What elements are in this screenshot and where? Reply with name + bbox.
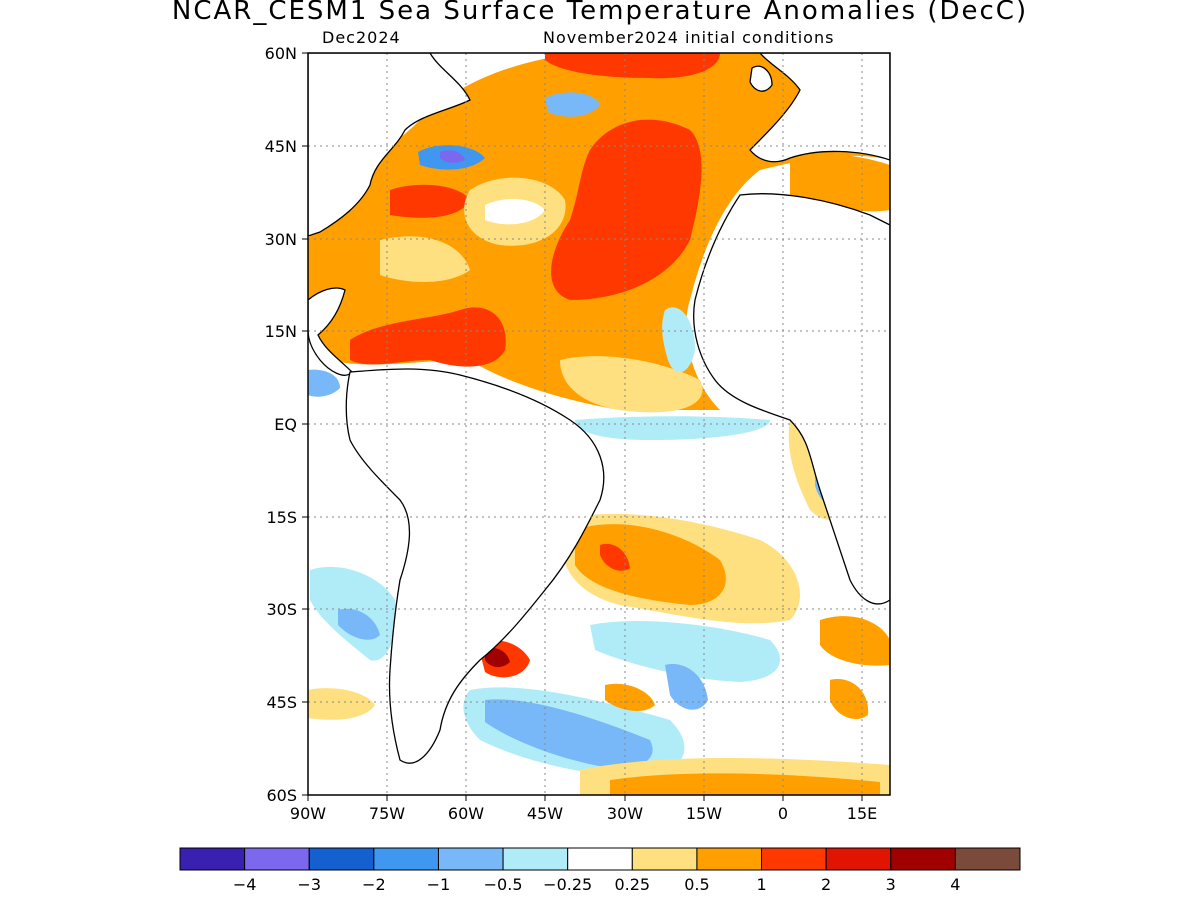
gridlines (308, 53, 890, 795)
lon-tick-label: 15E (847, 804, 877, 823)
colorbar-swatch (631, 847, 698, 871)
anomaly-region (610, 773, 880, 795)
anomaly-region (485, 699, 653, 769)
colorbar (179, 847, 1021, 871)
lat-tick-marks (302, 52, 308, 796)
anomaly-region (545, 53, 720, 79)
colorbar-label: −0.25 (543, 875, 592, 894)
africa-land (693, 193, 890, 605)
lon-tick-label: 45W (527, 804, 563, 823)
colorbar-labels: −4 −3 −2 −1 −0.5 −0.25 0.25 0.5 1 2 3 4 (233, 875, 961, 894)
lon-tick-label: 15W (686, 804, 722, 823)
anomaly-region (485, 198, 545, 225)
anomaly-region (590, 620, 780, 682)
colorbar-swatch (761, 847, 827, 871)
colorbar-label: 3 (886, 875, 896, 894)
lat-tick-label: 15S (266, 508, 297, 527)
lat-tick-labels: 60N 45N 30N 15N EQ 15S 30S 45S 60S (265, 44, 297, 805)
lat-tick-label: 60N (265, 44, 297, 63)
colorbar-swatch (437, 847, 504, 871)
colorbar-label: 0.25 (614, 875, 650, 894)
lon-tick-marks (307, 795, 863, 801)
colorbar-label: −3 (297, 875, 321, 894)
colorbar-swatch (244, 847, 310, 871)
colorbar-label: 4 (950, 875, 960, 894)
coastlines (308, 53, 890, 764)
lon-tick-label: 90W (290, 804, 326, 823)
lat-tick-label: 45N (265, 137, 297, 156)
target-month-label: Dec2024 (322, 28, 401, 47)
lat-tick-label: 15N (265, 322, 297, 341)
anomaly-region (545, 92, 600, 117)
lon-tick-label: 0 (778, 804, 788, 823)
anomaly-region (308, 369, 340, 397)
lat-tick-label: 30N (265, 230, 297, 249)
lon-tick-label: 30W (607, 804, 643, 823)
colorbar-label: 0.5 (684, 875, 709, 894)
anomaly-region (790, 154, 890, 212)
anomaly-region (560, 356, 703, 413)
colorbar-swatch (567, 847, 633, 871)
colorbar-swatch (696, 847, 763, 871)
north-america-land (308, 53, 471, 237)
colorbar-swatch (373, 847, 439, 871)
lon-tick-label: 60W (448, 804, 484, 823)
colorbar-swatch (825, 847, 892, 871)
anomaly-region (665, 664, 708, 710)
init-conditions-label: November2024 initial conditions (543, 28, 835, 47)
colorbar-swatch (890, 847, 956, 871)
colorbar-label: −2 (362, 875, 386, 894)
anomaly-region (575, 416, 770, 440)
colorbar-swatch (308, 847, 375, 871)
colorbar-label: 1 (756, 875, 766, 894)
colorbar-label: −1 (427, 875, 451, 894)
anomaly-region (600, 543, 630, 571)
anomaly-region (380, 236, 470, 282)
anomaly-region (605, 683, 655, 712)
colorbar-swatch (179, 847, 246, 871)
anomaly-region (308, 688, 375, 720)
anomaly-region (350, 307, 506, 367)
lon-tick-labels: 90W 75W 60W 45W 30W 15W 0 15E (290, 804, 877, 823)
central-america-land (308, 287, 353, 376)
map-title: NCAR_CESM1 Sea Surface Temperature Anoma… (171, 0, 1029, 26)
anomaly-region (551, 119, 702, 300)
uk-land (749, 65, 773, 92)
lon-tick-label: 75W (369, 804, 405, 823)
colorbar-label: −0.5 (484, 875, 523, 894)
anomaly-region (662, 307, 695, 373)
europe-land (749, 53, 890, 163)
colorbar-swatch (954, 847, 1021, 871)
anomaly-region (338, 608, 380, 640)
lat-tick-label: EQ (274, 415, 297, 434)
anomaly-region (485, 648, 510, 668)
lat-tick-label: 45S (266, 693, 297, 712)
anomaly-region (440, 150, 465, 163)
colorbar-label: −4 (233, 875, 257, 894)
lat-tick-label: 60S (266, 786, 297, 805)
south-america-land (345, 368, 605, 764)
lat-tick-label: 30S (266, 600, 297, 619)
anomaly-region (390, 184, 470, 218)
colorbar-label: 2 (821, 875, 831, 894)
anomaly-region (830, 679, 869, 720)
colorbar-swatch (502, 847, 569, 871)
anomaly-region (820, 616, 890, 666)
anomaly-region (575, 524, 726, 605)
